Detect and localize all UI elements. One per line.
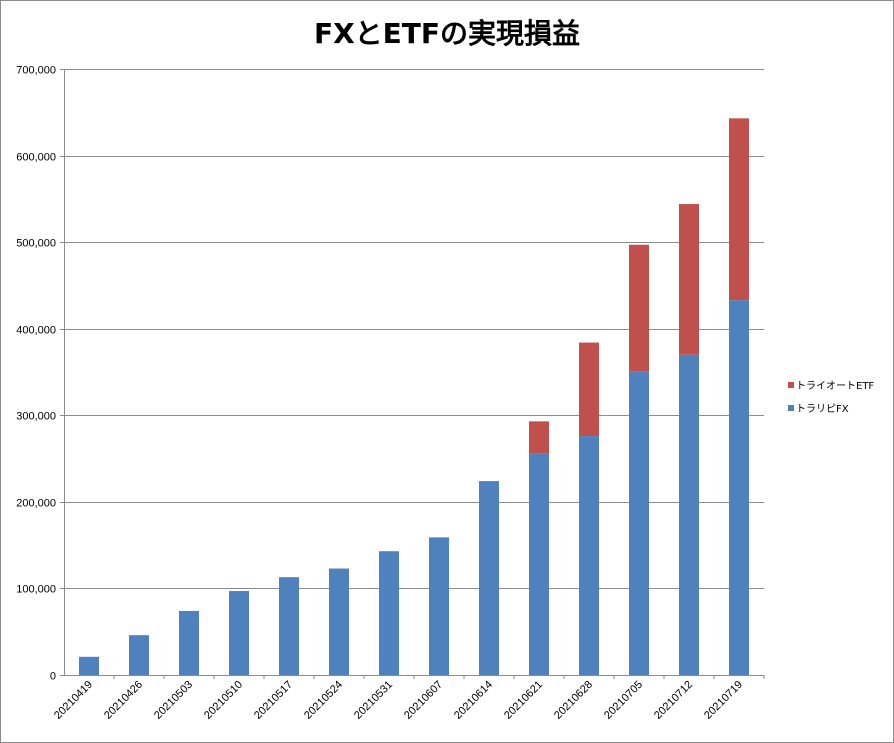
y-tick-label: 200,000	[16, 498, 56, 510]
chart-title: FXとETFの実現損益	[313, 17, 581, 50]
x-tick-label: 20210510	[202, 679, 245, 722]
legend-swatch-etf	[788, 382, 794, 388]
bar-fx	[79, 656, 99, 675]
bar-fx	[679, 354, 699, 675]
x-tick-label: 20210426	[102, 679, 145, 722]
x-tick-label: 20210705	[602, 679, 645, 722]
bar-fx	[429, 537, 449, 675]
bar-fx	[729, 300, 749, 675]
bars	[79, 118, 749, 675]
x-tick-label: 20210503	[152, 679, 195, 722]
x-tick-label: 20210607	[402, 679, 445, 722]
y-tick-label: 700,000	[16, 65, 56, 77]
axes	[64, 69, 764, 676]
bar-etf	[679, 204, 699, 355]
bar-fx	[179, 610, 199, 675]
y-tick-label: 100,000	[16, 584, 56, 596]
bar-etf	[579, 342, 599, 437]
y-tick-label: 300,000	[16, 411, 56, 423]
x-tick-label: 20210419	[52, 679, 95, 722]
x-tick-label: 20210531	[352, 679, 395, 722]
x-tick-label: 20210614	[452, 679, 495, 722]
legend-swatch-fx	[788, 405, 794, 411]
legend-label-fx: トラリピFX	[796, 403, 849, 415]
bar-fx	[379, 551, 399, 675]
legend: トライオートETF トラリピFX	[788, 380, 874, 415]
bar-fx	[129, 635, 149, 675]
bar-fx	[529, 453, 549, 675]
y-tick-label: 500,000	[16, 238, 56, 250]
x-tick-label: 20210524	[302, 679, 345, 722]
x-tick-labels: 20210419 20210426 20210503 20210510 20210517…	[52, 675, 765, 722]
bar-etf	[529, 421, 549, 454]
x-tick-label: 20210712	[652, 679, 695, 722]
y-tick-label: 600,000	[16, 152, 56, 164]
bar-etf	[629, 244, 649, 372]
y-tick-labels: 0 100,000 200,000 300,000 400,000 500,000 600,…	[16, 65, 56, 683]
x-tick-label: 20210621	[502, 679, 545, 722]
gridlines	[60, 69, 764, 676]
bar-fx	[229, 591, 249, 675]
bar-fx	[479, 481, 499, 675]
x-tick-label: 20210628	[552, 679, 595, 722]
legend-label-etf: トライオートETF	[796, 380, 874, 392]
bar-fx	[329, 568, 349, 675]
x-tick-label: 20210719	[702, 679, 745, 722]
bar-fx	[279, 577, 299, 675]
bar-fx	[579, 436, 599, 675]
y-tick-label: 400,000	[16, 325, 56, 337]
bar-fx	[629, 371, 649, 675]
bar-etf	[729, 118, 749, 301]
x-tick-label: 20210517	[252, 679, 295, 722]
y-tick-label: 0	[50, 671, 56, 683]
